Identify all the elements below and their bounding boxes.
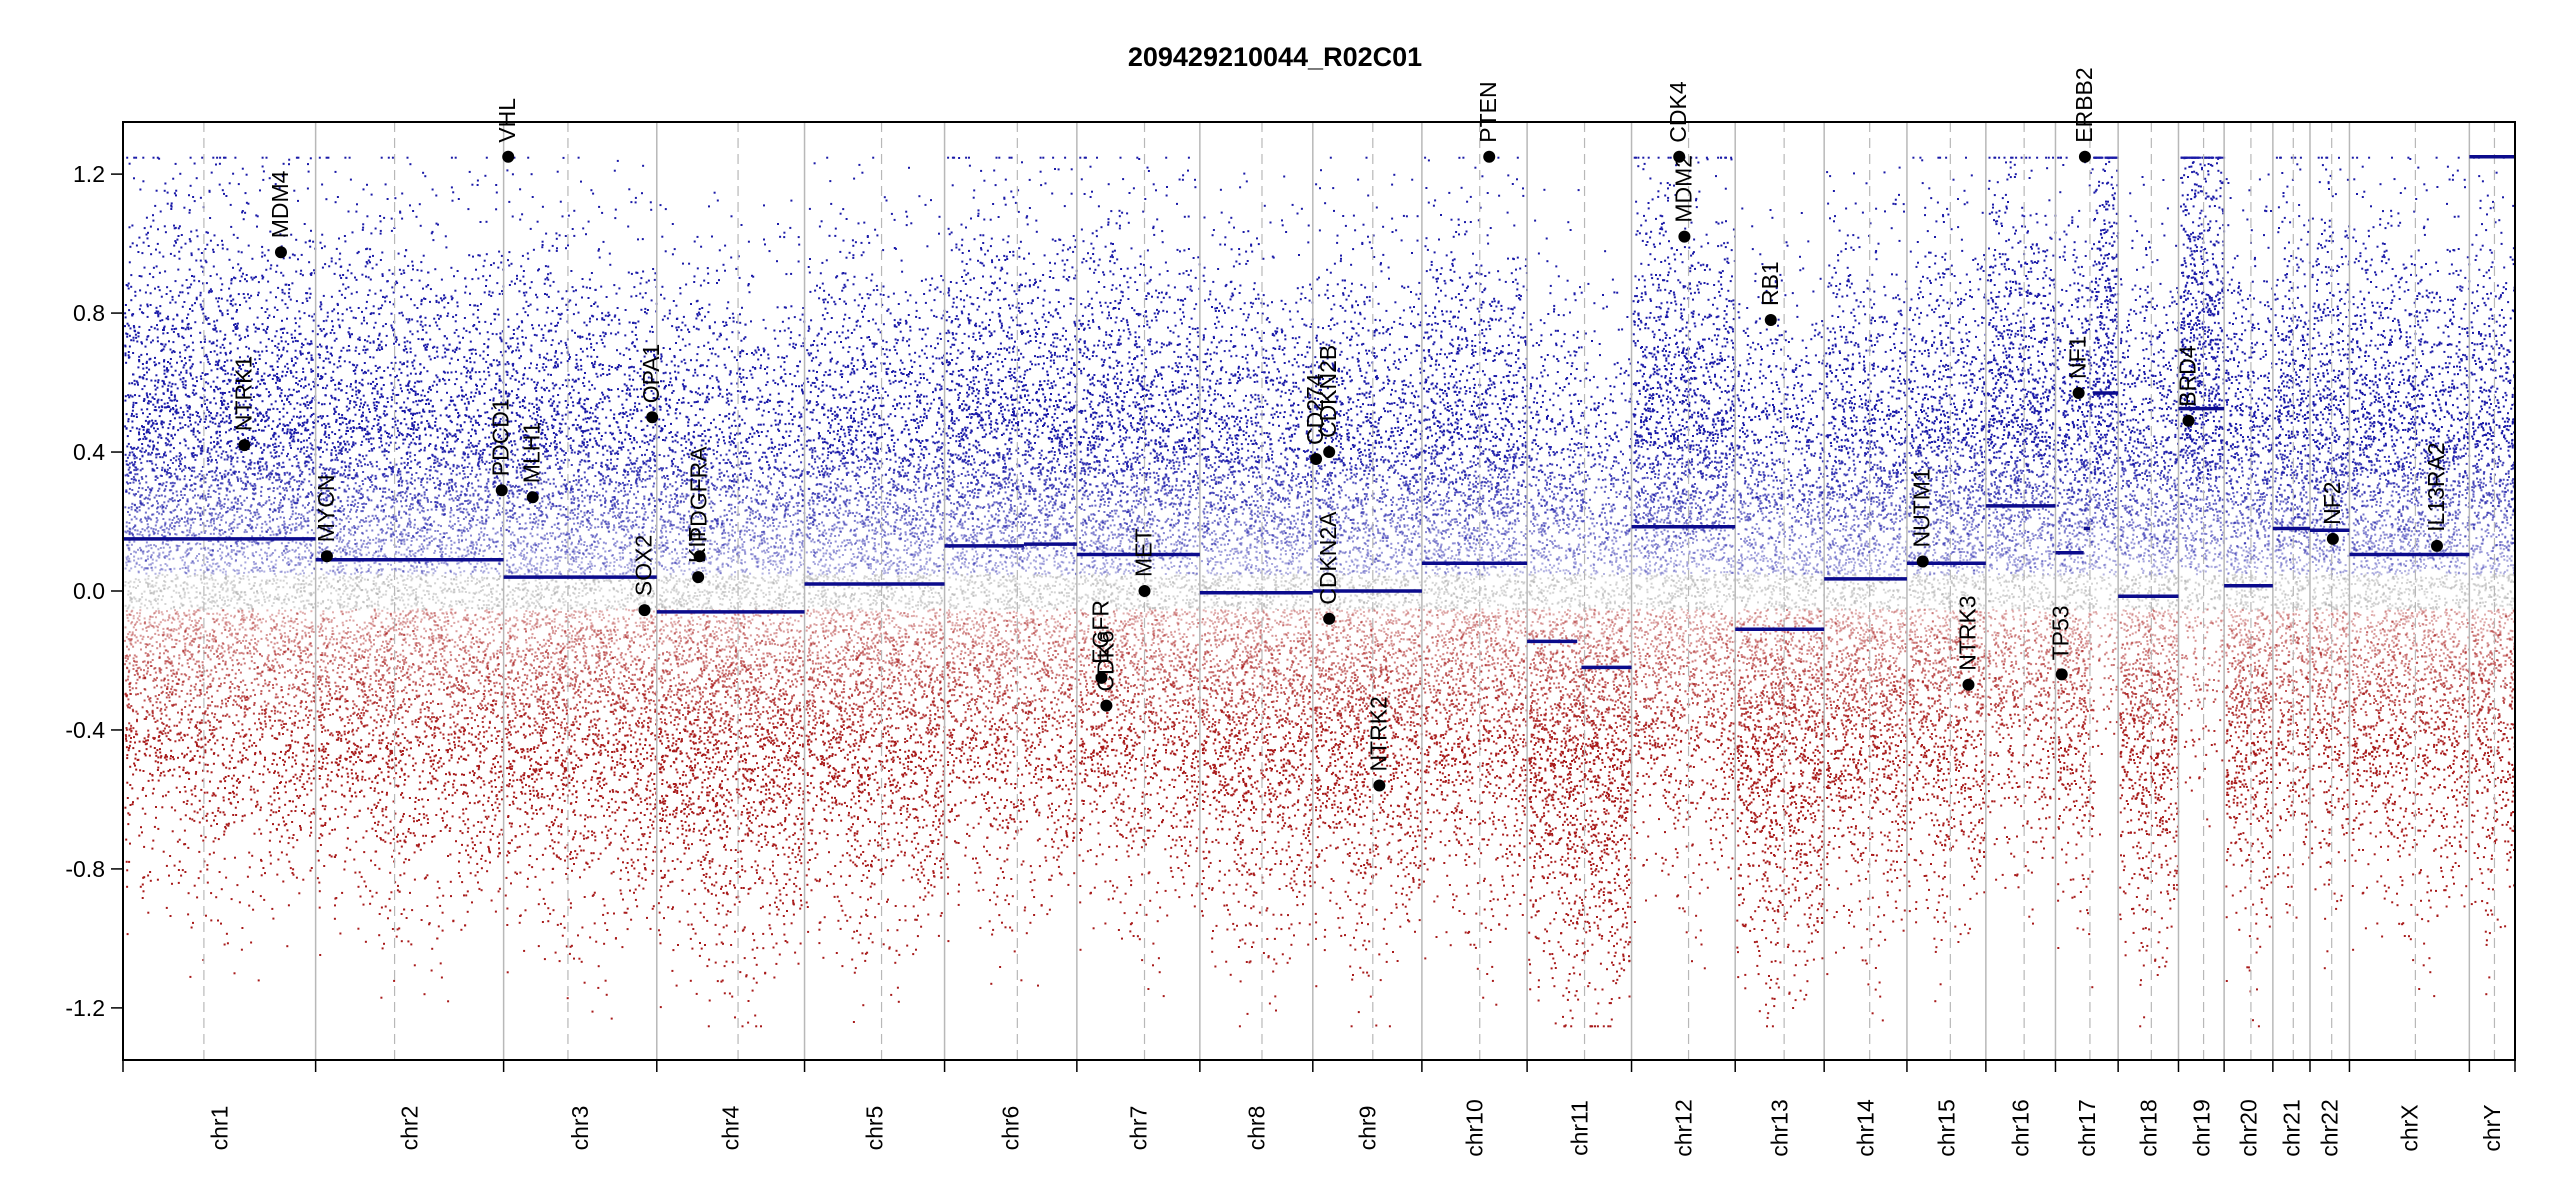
gene-marker [1962, 679, 1974, 691]
gene-label: MDM2 [1670, 155, 1696, 223]
gene-label: NF1 [2065, 336, 2091, 379]
gene-marker [275, 246, 287, 258]
gene-marker [1678, 231, 1690, 243]
gene-label: KIT [684, 527, 710, 563]
gene-label: MET [1131, 528, 1157, 577]
gene-label: CDKN2B [1315, 345, 1341, 438]
gene-label: MDM4 [267, 170, 293, 238]
gene-label: IL13RA2 [2423, 442, 2449, 532]
gene-label: OPA1 [638, 344, 664, 404]
gene-marker [1917, 555, 1929, 567]
gene-label: BRD4 [2175, 345, 2201, 407]
x-tick-label: chr14 [1853, 1099, 1879, 1157]
gene-marker [496, 484, 508, 496]
x-tick-label: chr7 [1125, 1106, 1151, 1151]
x-tick-label: chrY [2479, 1104, 2505, 1151]
x-tick-label: chr15 [1933, 1099, 1959, 1157]
gene-marker [1100, 700, 1112, 712]
x-tick-label: chr22 [2317, 1099, 2343, 1157]
gene-marker [2079, 151, 2091, 163]
x-tick-label: chr1 [206, 1106, 232, 1151]
gene-label: VHL [494, 98, 520, 143]
y-axis: -1.2 -0.8 -0.4 0.0 0.4 0.8 1.2 [65, 161, 123, 1021]
y-tick-label: -1.2 [65, 995, 105, 1021]
x-tick-label: chr17 [2074, 1099, 2100, 1157]
gene-label: NTRK1 [230, 356, 256, 431]
gene-marker [646, 411, 658, 423]
gene-marker [2056, 668, 2068, 680]
x-tick-label: chr3 [567, 1106, 593, 1151]
y-tick-label: 0.8 [73, 300, 105, 326]
x-tick-label: chr12 [1670, 1099, 1696, 1157]
x-tick-label: chr19 [2188, 1099, 2214, 1157]
x-tick-label: chr20 [2235, 1099, 2261, 1157]
x-tick-label: chr2 [397, 1106, 423, 1151]
gene-marker [2183, 415, 2195, 427]
y-tick-label: -0.8 [65, 856, 105, 882]
gene-marker [502, 151, 514, 163]
gene-marker [1323, 446, 1335, 458]
x-tick-label: chr6 [998, 1106, 1024, 1151]
gene-marker [2431, 540, 2443, 552]
x-axis: chr1 chr2 chr3 chr4 chr5 chr6 chr7 chr8 chr9 chr1… [123, 1060, 2515, 1157]
y-tick-label: -0.4 [65, 717, 105, 743]
x-tick-label: chrX [2396, 1104, 2422, 1151]
gene-label: TP53 [2048, 605, 2074, 660]
gene-label: MLH1 [519, 422, 545, 483]
gene-marker [1373, 780, 1385, 792]
x-tick-label: chr10 [1461, 1099, 1487, 1157]
y-tick-label: 0.4 [73, 439, 105, 465]
gene-label: CDK6 [1092, 630, 1118, 691]
gene-marker [2073, 387, 2085, 399]
gene-label: NTRK3 [1954, 595, 1980, 670]
y-tick-label: 0.0 [73, 578, 105, 604]
gene-marker [639, 604, 651, 616]
x-tick-label: chr11 [1566, 1100, 1592, 1156]
gene-marker [1483, 151, 1495, 163]
gene-marker [321, 550, 333, 562]
gene-marker [1310, 453, 1322, 465]
gene-label: MYCN [313, 475, 339, 543]
x-tick-label: chr5 [862, 1106, 888, 1151]
gene-label: CDKN2A [1315, 511, 1341, 605]
gene-label: PTEN [1475, 81, 1501, 142]
gene-marker [527, 491, 539, 503]
x-tick-label: chr16 [2008, 1099, 2034, 1157]
gene-marker [1323, 613, 1335, 625]
gene-label: SOX2 [631, 535, 657, 596]
gene-label: NTRK2 [1365, 696, 1391, 771]
x-tick-label: chr21 [2278, 1099, 2304, 1157]
gene-marker [1139, 585, 1151, 597]
gene-markers-layer: NTRK1MDM4MYCNPDCD1VHLMLH1OPA1SOX2PDGFRAK… [230, 67, 2449, 791]
gene-marker [692, 571, 704, 583]
gene-marker [1765, 314, 1777, 326]
gene-label: NF2 [2319, 481, 2345, 524]
gene-marker [238, 439, 250, 451]
gene-label: PDCD1 [488, 398, 514, 476]
gene-marker [2327, 533, 2339, 545]
gene-label: RB1 [1757, 261, 1783, 306]
x-tick-label: chr18 [2135, 1099, 2161, 1157]
gene-label: NUTM1 [1909, 468, 1935, 547]
x-tick-label: chr9 [1354, 1106, 1380, 1151]
gene-label: CDK4 [1665, 81, 1691, 143]
y-tick-label: 1.2 [73, 161, 105, 187]
gene-label: ERBB2 [2071, 67, 2097, 142]
x-tick-label: chr8 [1243, 1106, 1269, 1151]
x-tick-label: chr13 [1767, 1099, 1793, 1157]
x-tick-label: chr4 [718, 1105, 744, 1150]
